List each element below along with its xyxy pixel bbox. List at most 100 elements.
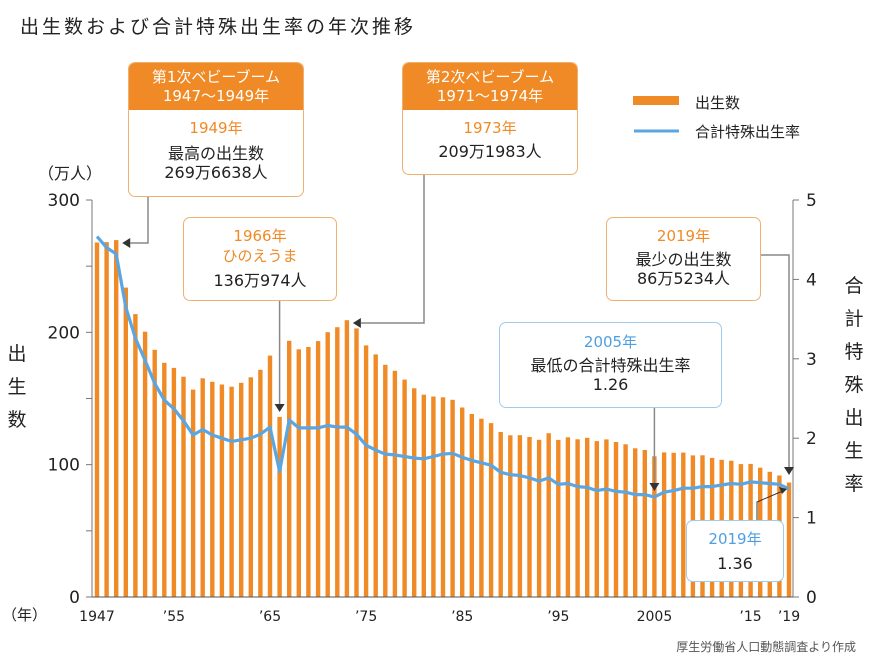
annotation-min-tfr: 2005年 最低の合計特殊出生率 1.26 bbox=[499, 322, 722, 408]
legend-label-births: 出生数 bbox=[695, 94, 741, 112]
arrow-icon-boom2 bbox=[352, 318, 361, 328]
annotation-value: 269万6638人 bbox=[164, 163, 268, 182]
annotation-year: 2019年 bbox=[708, 530, 762, 548]
bar-1979 bbox=[402, 379, 407, 597]
bar-1948 bbox=[104, 242, 109, 597]
x-tick-label: ’55 bbox=[163, 609, 185, 625]
bar-2003 bbox=[633, 448, 638, 597]
right-axis-title-char: 生 bbox=[844, 440, 864, 462]
annotation-text: 最少の出生数 bbox=[635, 250, 732, 269]
line-series-tfr bbox=[95, 235, 790, 499]
bar-1950 bbox=[123, 287, 128, 597]
bar-1963 bbox=[248, 377, 253, 597]
bar-1975 bbox=[363, 345, 369, 597]
annotation-tfr-2019: 2019年 1.36 bbox=[686, 520, 784, 582]
bar-1971 bbox=[325, 332, 330, 597]
bar-1998 bbox=[585, 437, 590, 597]
bar-1986 bbox=[469, 414, 474, 597]
right-tick-label: 1 bbox=[806, 509, 817, 529]
annotation-header-line: 1971〜1974年 bbox=[436, 87, 544, 105]
left-tick-label: 100 bbox=[48, 456, 80, 476]
chart-title: 出生数および合計特殊出生率の年次推移 bbox=[20, 16, 417, 38]
annotation-year: 1949年 bbox=[189, 119, 243, 137]
bar-1978 bbox=[392, 370, 398, 597]
right-tick-label: 4 bbox=[806, 270, 817, 290]
bar-1974 bbox=[354, 328, 359, 597]
legend-swatch-births bbox=[633, 96, 679, 105]
annotation-hinoeuma: 1966年 ひのえうま 136万974人 bbox=[183, 217, 337, 301]
bar-1965 bbox=[267, 355, 273, 597]
annotation-connectors bbox=[122, 175, 794, 520]
bar-1970 bbox=[315, 341, 321, 597]
x-tick-label: ’95 bbox=[547, 609, 569, 625]
bar-1972 bbox=[335, 327, 340, 597]
bar-1955 bbox=[171, 367, 177, 597]
bar-1995 bbox=[556, 439, 561, 597]
x-tick-label: ’19 bbox=[778, 609, 800, 625]
right-axis-title-char: 計 bbox=[844, 308, 864, 330]
left-axis-title-char: 出 bbox=[7, 343, 27, 365]
bar-1982 bbox=[431, 396, 436, 597]
annotation-text: 最低の合計特殊出生率 bbox=[530, 356, 691, 375]
bar-1952 bbox=[142, 331, 148, 597]
annotation-baby-boom-2: 第2次ベビーブーム 1971〜1974年 1973年 209万1983人 bbox=[402, 62, 578, 175]
right-tick-label: 2 bbox=[806, 429, 817, 449]
right-axis-title-char: 合 bbox=[844, 275, 864, 297]
left-axis-title-char: 数 bbox=[7, 409, 27, 431]
bar-1990 bbox=[508, 435, 513, 597]
bar-1967 bbox=[287, 340, 292, 597]
bar-1953 bbox=[152, 349, 157, 597]
bar-1966 bbox=[277, 416, 282, 597]
axes: 0 100 200 300 0 1 2 3 4 5 1947 ’55 ’65 ’75 ’85 ’95 2005 ’… bbox=[48, 191, 817, 625]
bar-2002 bbox=[623, 444, 628, 597]
bar-1954 bbox=[162, 362, 167, 597]
bar-1957 bbox=[190, 389, 196, 597]
bar-2008 bbox=[681, 452, 686, 597]
bar-1968 bbox=[296, 349, 301, 597]
bar-1962 bbox=[239, 382, 244, 597]
bar-1951 bbox=[133, 314, 138, 597]
bar-1997 bbox=[575, 439, 580, 597]
left-tick-label: 0 bbox=[69, 588, 80, 608]
left-axis-unit: （万人） bbox=[38, 164, 103, 183]
bar-1958 bbox=[200, 378, 205, 597]
bar-1996 bbox=[565, 437, 571, 597]
x-tick-label: ’65 bbox=[259, 609, 281, 625]
arrow-icon-tfr-2019 bbox=[779, 487, 787, 494]
bar-1983 bbox=[440, 397, 446, 597]
right-axis-title-char: 特 bbox=[844, 341, 864, 363]
left-axis-title: 出 生 数 bbox=[6, 338, 28, 437]
x-axis-unit: （年） bbox=[2, 606, 48, 624]
arrow-icon-min-births bbox=[784, 467, 794, 475]
annotation-min-births: 2019年 最少の出生数 86万5234人 bbox=[606, 217, 761, 301]
bar-2004 bbox=[642, 450, 647, 597]
annotation-header: 第1次ベビーブーム 1947〜1949年 bbox=[129, 63, 303, 110]
bar-2019 bbox=[786, 482, 792, 597]
annotation-subtitle: ひのえうま bbox=[222, 247, 298, 265]
bar-1969 bbox=[306, 347, 311, 597]
bar-1999 bbox=[594, 441, 599, 597]
bar-1947 bbox=[94, 242, 100, 597]
annotation-header: 第2次ベビーブーム 1971〜1974年 bbox=[403, 63, 577, 110]
annotation-year: 2019年 bbox=[656, 227, 711, 245]
bar-1981 bbox=[421, 394, 426, 597]
bar-1989 bbox=[498, 432, 503, 597]
right-tick-label: 5 bbox=[806, 191, 817, 211]
annotation-year: 1973年 bbox=[463, 119, 517, 137]
annotation-text: 最高の出生数 bbox=[167, 144, 264, 163]
bar-1988 bbox=[488, 423, 494, 597]
annotation-header-line: 1947〜1949年 bbox=[162, 87, 270, 105]
annotation-year: 1966年 bbox=[233, 227, 287, 245]
annotation-value: 136万974人 bbox=[213, 271, 307, 290]
annotation-value: 209万1983人 bbox=[438, 142, 542, 161]
right-axis-title-char: 率 bbox=[844, 473, 864, 495]
annotation-value: 1.26 bbox=[592, 375, 629, 394]
bar-2007 bbox=[671, 452, 676, 597]
legend-marks bbox=[633, 96, 679, 133]
connector-tfr-2019 bbox=[756, 489, 786, 520]
x-tick-label: ’85 bbox=[451, 609, 473, 625]
bar-1984 bbox=[450, 399, 455, 597]
bar-2001 bbox=[613, 442, 619, 597]
bar-1993 bbox=[536, 439, 542, 597]
right-axis-title-char: 出 bbox=[844, 407, 864, 429]
